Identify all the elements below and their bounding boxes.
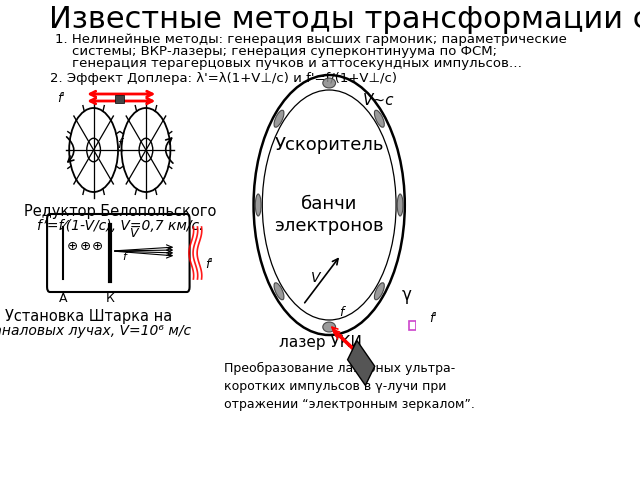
Text: f': f'	[205, 259, 213, 272]
Bar	[115, 95, 124, 103]
Text: f: f	[339, 305, 344, 319]
Text: ⊕: ⊕	[67, 240, 78, 253]
Text: Редуктор Белопольского: Редуктор Белопольского	[24, 204, 216, 219]
Text: Ускоритель: Ускоритель	[275, 136, 384, 154]
Ellipse shape	[255, 194, 261, 216]
Text: f: f	[118, 139, 122, 152]
Text: ⊕: ⊕	[92, 240, 103, 253]
Text: f: f	[123, 252, 127, 262]
Text: 1. Нелинейные методы: генерация высших гармоник; параметрические: 1. Нелинейные методы: генерация высших г…	[54, 33, 566, 46]
Text: V: V	[311, 271, 321, 285]
Ellipse shape	[274, 110, 284, 127]
Text: каналовых лучах, V=10⁶ м/с: каналовых лучах, V=10⁶ м/с	[0, 324, 191, 338]
Bar	[410, 321, 417, 330]
Text: V: V	[129, 227, 138, 240]
Ellipse shape	[323, 322, 335, 332]
Text: А: А	[58, 292, 67, 305]
Text: 2. Эффект Доплера: λ'=λ(1+V⊥/c) и f'=f/(1+V⊥/c): 2. Эффект Доплера: λ'=λ(1+V⊥/c) и f'=f/(…	[50, 72, 397, 85]
Text: генерация терагерцовых пучков и аттосекундных импульсов…: генерация терагерцовых пучков и аттосеку…	[54, 57, 522, 70]
Text: системы; ВКР-лазеры; генерация суперконтинуума по ФСМ;: системы; ВКР-лазеры; генерация суперконт…	[54, 45, 497, 58]
Ellipse shape	[397, 194, 403, 216]
Polygon shape	[348, 341, 375, 385]
Ellipse shape	[323, 78, 335, 88]
Text: банчи
электронов: банчи электронов	[275, 195, 384, 235]
Text: f': f'	[57, 92, 65, 105]
Text: лазер УКИ: лазер УКИ	[279, 335, 362, 350]
Text: f’=f⁄(1-V/c), V=0,7 км/с.: f’=f⁄(1-V/c), V=0,7 км/с.	[36, 219, 203, 233]
Text: Преобразование лазерных ультра-
коротких импульсов в γ-лучи при
отражении “элект: Преобразование лазерных ультра- коротких…	[225, 362, 476, 411]
Text: Установка Штарка на: Установка Штарка на	[4, 309, 172, 324]
Ellipse shape	[374, 110, 385, 127]
Text: Известные методы трансформации спектра: Известные методы трансформации спектра	[49, 5, 640, 34]
Ellipse shape	[374, 283, 385, 300]
Ellipse shape	[274, 283, 284, 300]
Text: К: К	[106, 292, 115, 305]
Text: f': f'	[429, 312, 437, 324]
Text: ⊕: ⊕	[80, 240, 92, 253]
Text: γ: γ	[402, 286, 412, 304]
Text: V~c: V~c	[363, 93, 394, 108]
